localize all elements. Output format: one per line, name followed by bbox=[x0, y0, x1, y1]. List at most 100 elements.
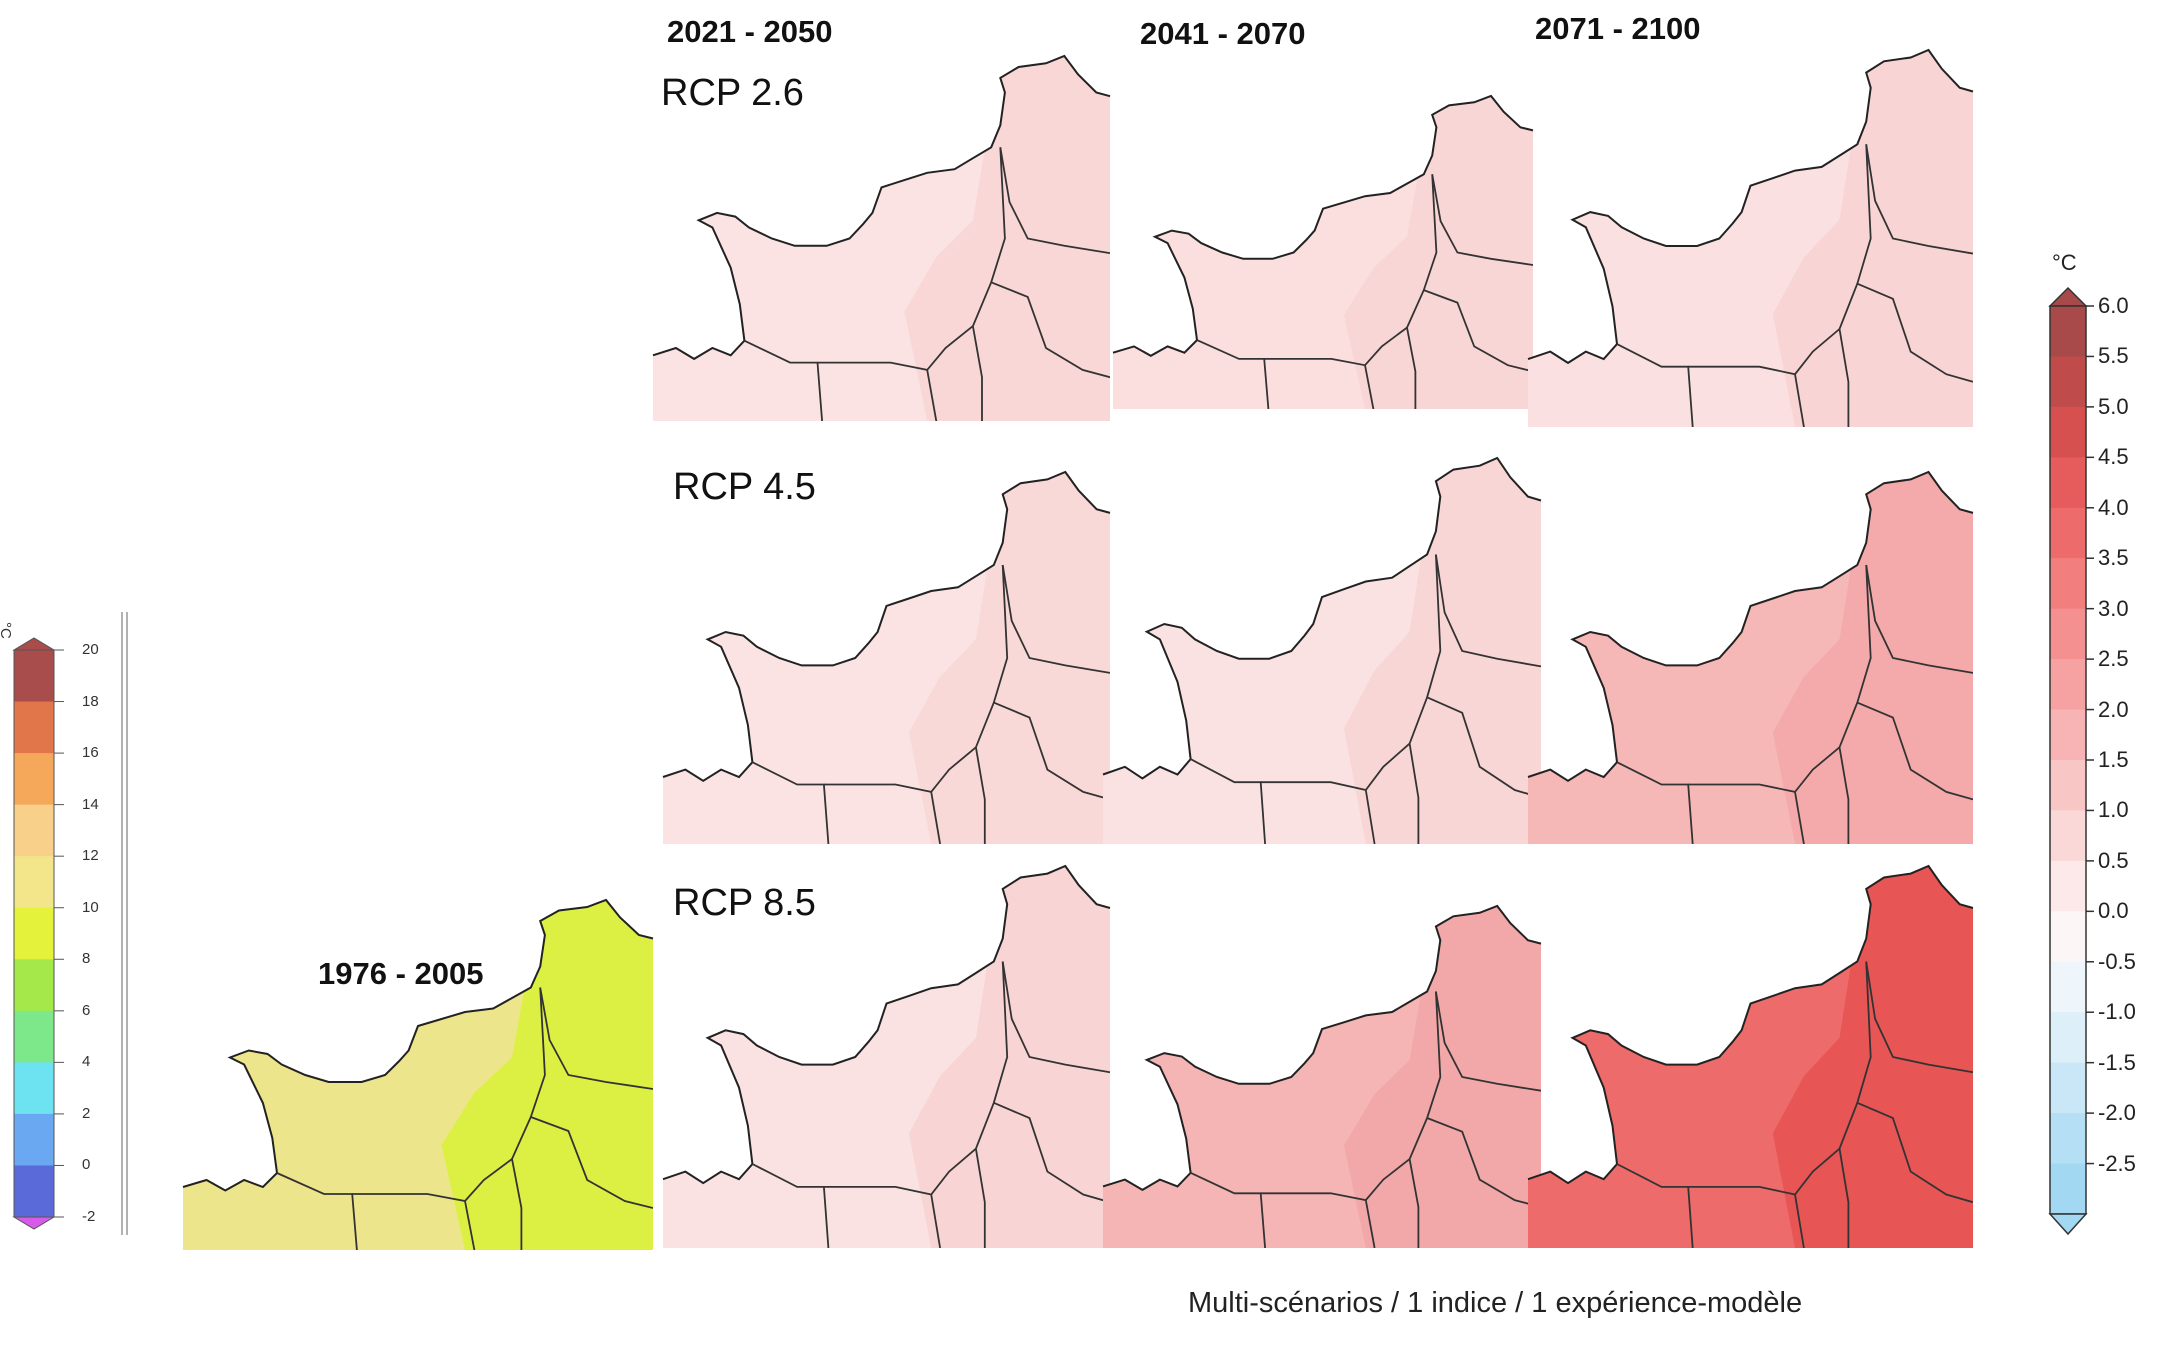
map-rcp85-2021-2050-border-3 bbox=[751, 1163, 830, 1248]
map-rcp26-2041-2070-border-0 bbox=[1431, 174, 1533, 266]
period-label-baseline: 1976 - 2005 bbox=[318, 956, 484, 991]
map-rcp26-2071-2100-border-1 bbox=[1838, 144, 1872, 427]
baseline-colorbar-top-arrow bbox=[12, 637, 56, 651]
anomaly-colorbar-swatch bbox=[2050, 911, 2086, 963]
map-rcp85-2021-2050-coastline bbox=[662, 864, 1111, 1185]
map-rcp85-2041-2070-border-3 bbox=[1190, 1171, 1266, 1248]
map-rcp26-2041-2070-coastline bbox=[1112, 94, 1534, 357]
baseline-tick-label: 8 bbox=[82, 950, 91, 968]
baseline-tick-label: 2 bbox=[82, 1104, 91, 1122]
map-baseline-1976-2005-border-1 bbox=[511, 987, 546, 1250]
map-rcp85-2071-2100-border-1 bbox=[1838, 961, 1872, 1248]
map-rcp85-2021-2050-border-2 bbox=[993, 1101, 1110, 1204]
map-rcp85-2071-2100-border-2 bbox=[1856, 1101, 1973, 1204]
map-baseline-1976-2005 bbox=[182, 898, 654, 1250]
anomaly-tick-label: 2.5 bbox=[2098, 646, 2129, 672]
map-rcp45-2041-2070-border-2 bbox=[1426, 696, 1541, 799]
anomaly-tick-label: 3.0 bbox=[2098, 595, 2129, 621]
scenario-label-rcp45: RCP 4.5 bbox=[673, 466, 816, 508]
baseline-tick-label: 12 bbox=[82, 847, 99, 865]
map-rcp26-2041-2070-border-3 bbox=[1196, 339, 1270, 409]
map-baseline-1976-2005-border-0 bbox=[539, 987, 653, 1090]
anomaly-colorbar-swatch bbox=[2050, 558, 2086, 610]
map-rcp26-2071-2100-border-2 bbox=[1856, 282, 1973, 383]
map-rcp85-2021-2050-border-1 bbox=[974, 961, 1009, 1248]
baseline-legend-unit: °C bbox=[0, 622, 14, 639]
map-rcp26-2021-2050-coastline bbox=[652, 54, 1111, 361]
map-rcp45-2041-2070-border-3 bbox=[1190, 758, 1266, 844]
baseline-tick-label: 0 bbox=[82, 1156, 91, 1174]
map-rcp26-2021-2050 bbox=[652, 54, 1111, 421]
anomaly-colorbar-swatch bbox=[2050, 1012, 2086, 1064]
map-rcp26-2071-2100-border-0 bbox=[1865, 144, 1973, 255]
baseline-tick-label: 16 bbox=[82, 744, 99, 762]
anomaly-colorbar-swatch bbox=[2050, 356, 2086, 408]
map-rcp45-2071-2100-east-shade bbox=[1772, 472, 1973, 844]
map-rcp45-2021-2050-border-5 bbox=[930, 791, 941, 844]
map-baseline-1976-2005-border-5 bbox=[464, 1200, 476, 1250]
map-rcp45-2041-2070-border-1 bbox=[1408, 554, 1442, 844]
anomaly-legend-unit: °C bbox=[2052, 250, 2077, 275]
map-baseline-1976-2005-coastline bbox=[182, 898, 654, 1192]
anomaly-colorbar-swatch bbox=[2050, 507, 2086, 559]
anomaly-colorbar-top-arrow bbox=[2048, 286, 2088, 307]
anomaly-colorbar-swatch bbox=[2050, 608, 2086, 660]
baseline-colorbar-swatch bbox=[14, 959, 54, 1012]
anomaly-tick-label: -2.0 bbox=[2098, 1100, 2136, 1126]
anomaly-tick-label: 5.0 bbox=[2098, 393, 2129, 419]
map-rcp26-2041-2070-border-2 bbox=[1423, 289, 1533, 373]
scenario-label-rcp26: RCP 2.6 bbox=[661, 72, 804, 114]
baseline-tick-label: 14 bbox=[82, 795, 99, 813]
baseline-colorbar-swatch bbox=[14, 1010, 54, 1063]
baseline-colorbar-swatch bbox=[14, 804, 54, 857]
baseline-tick-label: 20 bbox=[82, 641, 99, 658]
anomaly-colorbar-bottom-arrow bbox=[2048, 1213, 2088, 1236]
anomaly-tick-label: 4.5 bbox=[2098, 444, 2129, 470]
map-rcp26-2021-2050-east-shade bbox=[904, 56, 1110, 421]
map-rcp26-2041-2070-border-5 bbox=[1364, 365, 1375, 409]
anomaly-tick-label: -1.5 bbox=[2098, 1049, 2136, 1075]
baseline-colorbar-swatch bbox=[14, 1165, 54, 1218]
anomaly-tick-label: 3.5 bbox=[2098, 545, 2129, 571]
map-rcp45-2041-2070-border-5 bbox=[1364, 789, 1376, 844]
anomaly-tick-label: -2.5 bbox=[2098, 1150, 2136, 1176]
map-rcp85-2021-2050 bbox=[662, 864, 1111, 1248]
map-rcp45-2071-2100-coastline bbox=[1527, 470, 1974, 782]
baseline-colorbar-bottom-arrow bbox=[12, 1216, 56, 1230]
baseline-tick-label: -2 bbox=[82, 1208, 96, 1225]
anomaly-colorbar-swatch bbox=[2050, 760, 2086, 811]
map-rcp45-2021-2050-border-2 bbox=[993, 701, 1110, 801]
anomaly-tick-label: -0.5 bbox=[2098, 948, 2136, 974]
map-rcp85-2041-2070 bbox=[1102, 904, 1542, 1248]
map-rcp26-2021-2050-border-1 bbox=[971, 147, 1006, 421]
map-baseline-1976-2005-east-shade bbox=[441, 900, 653, 1250]
anomaly-tick-label: 1.0 bbox=[2098, 797, 2129, 823]
map-rcp45-2021-2050 bbox=[662, 470, 1111, 844]
anomaly-tick-label: 0.0 bbox=[2098, 898, 2129, 924]
anomaly-colorbar bbox=[2048, 286, 2088, 1236]
anomaly-colorbar-swatch bbox=[2050, 1113, 2086, 1165]
period-header-2071-2100: 2071 - 2100 bbox=[1535, 11, 1701, 46]
baseline-tick-label: 18 bbox=[82, 692, 99, 710]
anomaly-colorbar-swatch bbox=[2050, 1062, 2086, 1114]
map-rcp26-2021-2050-border-3 bbox=[744, 339, 823, 421]
map-rcp45-2041-2070-coastline bbox=[1102, 456, 1542, 780]
map-rcp45-2041-2070 bbox=[1102, 456, 1542, 844]
baseline-colorbar-swatch bbox=[14, 1062, 54, 1115]
anomaly-tick-label: 0.5 bbox=[2098, 847, 2129, 873]
anomaly-tick-label: 1.5 bbox=[2098, 747, 2129, 772]
map-rcp26-2071-2100-border-3 bbox=[1616, 343, 1694, 427]
map-rcp85-2021-2050-east-shade bbox=[908, 866, 1110, 1248]
map-rcp45-2021-2050-coastline bbox=[662, 470, 1111, 782]
map-rcp45-2071-2100-border-5 bbox=[1794, 791, 1805, 844]
map-rcp85-2041-2070-border-1 bbox=[1408, 991, 1442, 1248]
map-rcp85-2071-2100-east-shade bbox=[1772, 866, 1973, 1248]
map-rcp85-2071-2100 bbox=[1527, 864, 1974, 1248]
map-rcp26-2071-2100 bbox=[1527, 48, 1974, 427]
map-rcp85-2021-2050-border-0 bbox=[1001, 961, 1110, 1074]
anomaly-colorbar-swatch bbox=[2050, 860, 2086, 912]
map-rcp85-2071-2100-coastline bbox=[1527, 864, 1974, 1185]
map-rcp26-2041-2070-border-1 bbox=[1406, 174, 1438, 409]
anomaly-tick-label: 4.0 bbox=[2098, 494, 2129, 520]
